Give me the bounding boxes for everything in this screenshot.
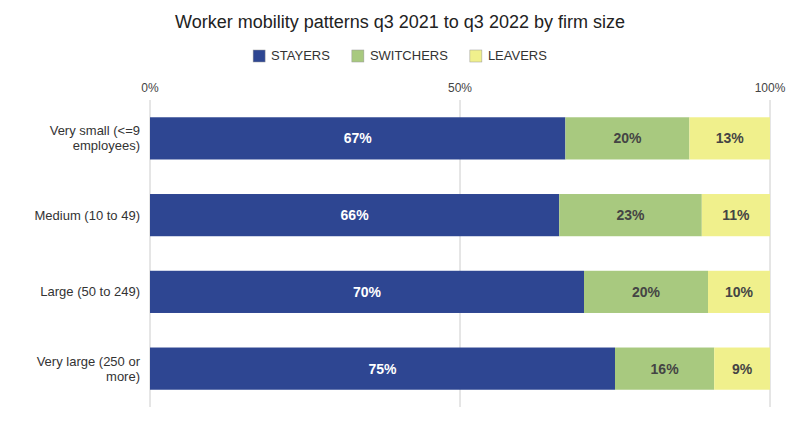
x-tick-label: 50% (448, 81, 472, 95)
data-label: 13% (716, 130, 745, 146)
legend-item: LEAVERS (470, 48, 547, 63)
data-label: 16% (651, 361, 680, 377)
legend-item: STAYERS (253, 48, 330, 63)
bar (150, 194, 559, 236)
legend-label: LEAVERS (488, 48, 547, 63)
bar (150, 271, 584, 313)
data-label: 11% (722, 207, 750, 223)
data-label: 23% (616, 207, 645, 223)
bar (708, 271, 770, 313)
data-label: 9% (732, 361, 753, 377)
category-label: Very large (250 ormore) (37, 354, 141, 384)
category-label: Very small (<=9employees) (50, 123, 140, 153)
legend-label: SWITCHERS (370, 48, 448, 63)
bar (150, 348, 615, 390)
bar (565, 117, 689, 159)
bars (150, 117, 770, 389)
legend-swatch (253, 50, 265, 62)
chart: Worker mobility patterns q3 2021 to q3 2… (0, 0, 800, 421)
data-label: 67% (344, 130, 373, 146)
grid (150, 100, 770, 407)
legend-label: STAYERS (271, 48, 330, 63)
title: Worker mobility patterns q3 2021 to q3 2… (175, 12, 625, 32)
x-tick-label: 0% (141, 81, 159, 95)
data-label: 75% (368, 361, 397, 377)
bar (615, 348, 714, 390)
category-label: Medium (10 to 49) (35, 208, 141, 223)
bar (714, 348, 770, 390)
legend-item: SWITCHERS (352, 48, 448, 63)
data-label: 66% (341, 207, 370, 223)
data-label: 20% (632, 284, 661, 300)
data-label: 70% (353, 284, 382, 300)
x-tick-label: 100% (755, 81, 786, 95)
legend-swatch (470, 50, 482, 62)
data-labels: 67% 66% 70% 75% 20% 23% 20% 16% 13% 11% 10% 9% (341, 130, 754, 376)
bar (584, 271, 708, 313)
category-label: Large (50 to 249) (40, 284, 140, 299)
bar (702, 194, 770, 236)
legend-swatch (352, 50, 364, 62)
legend: STAYERS SWITCHERS LEAVERS (253, 48, 547, 63)
data-label: 20% (613, 130, 642, 146)
data-label: 10% (725, 284, 754, 300)
bar (150, 117, 565, 159)
bar (559, 194, 702, 236)
bar (689, 117, 770, 159)
